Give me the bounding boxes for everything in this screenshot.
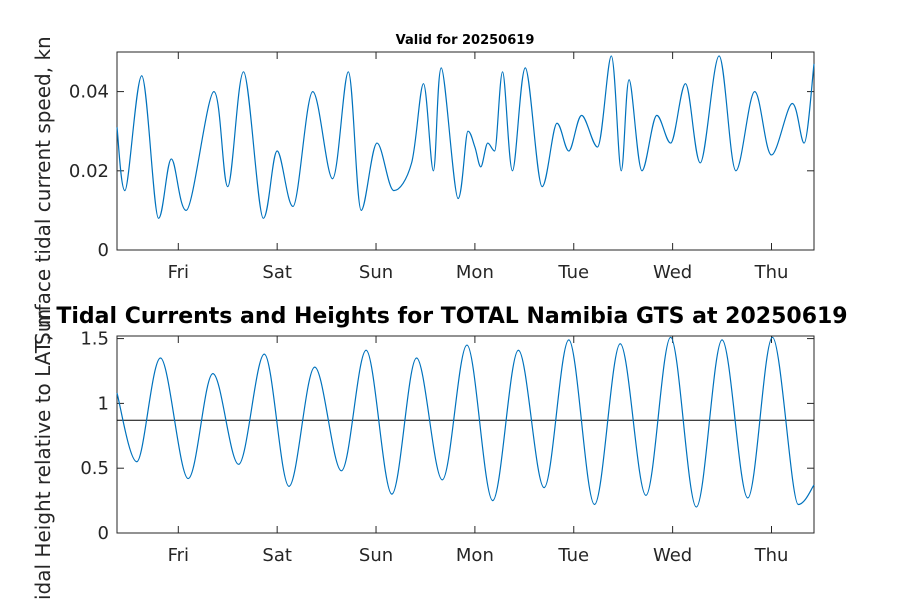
current-speed-xtick-label: Sat [262, 262, 292, 283]
current-speed-ytick-label: 0.04 [69, 82, 109, 103]
tidal-height-xtick-label: Wed [653, 545, 692, 566]
tidal-height-ytick-label: 1 [98, 393, 109, 414]
current-speed-xtick-label: Mon [456, 262, 494, 283]
current-speed-xtick-label: Tue [557, 262, 589, 283]
current-speed-ytick-label: 0 [98, 240, 109, 261]
tidal-height-title: Tidal Currents and Heights for TOTAL Nam… [56, 304, 847, 329]
current-speed-xtick-label: Thu [754, 262, 789, 283]
current-speed-ytick-label: 0.02 [69, 161, 109, 182]
tidal-height-ytick-label: 0.5 [80, 458, 109, 479]
tidal-height-line [116, 336, 815, 508]
tidal-height-xtick-label: Tue [557, 545, 589, 566]
current-speed-title: Valid for 20250619 [396, 33, 535, 48]
current-speed-line [116, 55, 815, 219]
tidal-height-ytick-label: 1.5 [80, 329, 109, 350]
current-speed-xtick-label: Fri [168, 262, 189, 283]
tidal-height-ticks: 0 0.5 1 1.5 Fri Sat Sun Mon Tue Wed Thu [80, 329, 814, 566]
tidal-height-xtick-label: Mon [456, 545, 494, 566]
tidal-height-plot-area [116, 335, 815, 534]
current-speed-xtick-label: Sun [359, 262, 393, 283]
tidal-height-ylabel: idal Height relative to LAT, m [31, 309, 55, 600]
tidal-height-xtick-label: Sun [359, 545, 393, 566]
current-speed-xtick-label: Wed [653, 262, 692, 283]
tidal-height-ytick-label: 0 [98, 523, 109, 544]
tidal-height-xtick-label: Thu [754, 545, 789, 566]
tidal-height-axes: 0 0.5 1 1.5 Fri Sat Sun Mon Tue Wed Thu Tidal Curr… [31, 304, 848, 600]
current-speed-axes: 0 0.02 0.04 Fri Sat Sun Mon Tue Wed Thu Valid for… [31, 33, 815, 345]
tidal-height-xtick-label: Sat [262, 545, 292, 566]
tidal-height-xtick-label: Fri [168, 545, 189, 566]
current-speed-ticks: 0 0.02 0.04 Fri Sat Sun Mon Tue Wed Thu [69, 52, 814, 283]
current-speed-ylabel: Surface tidal current speed, kn [31, 36, 55, 345]
